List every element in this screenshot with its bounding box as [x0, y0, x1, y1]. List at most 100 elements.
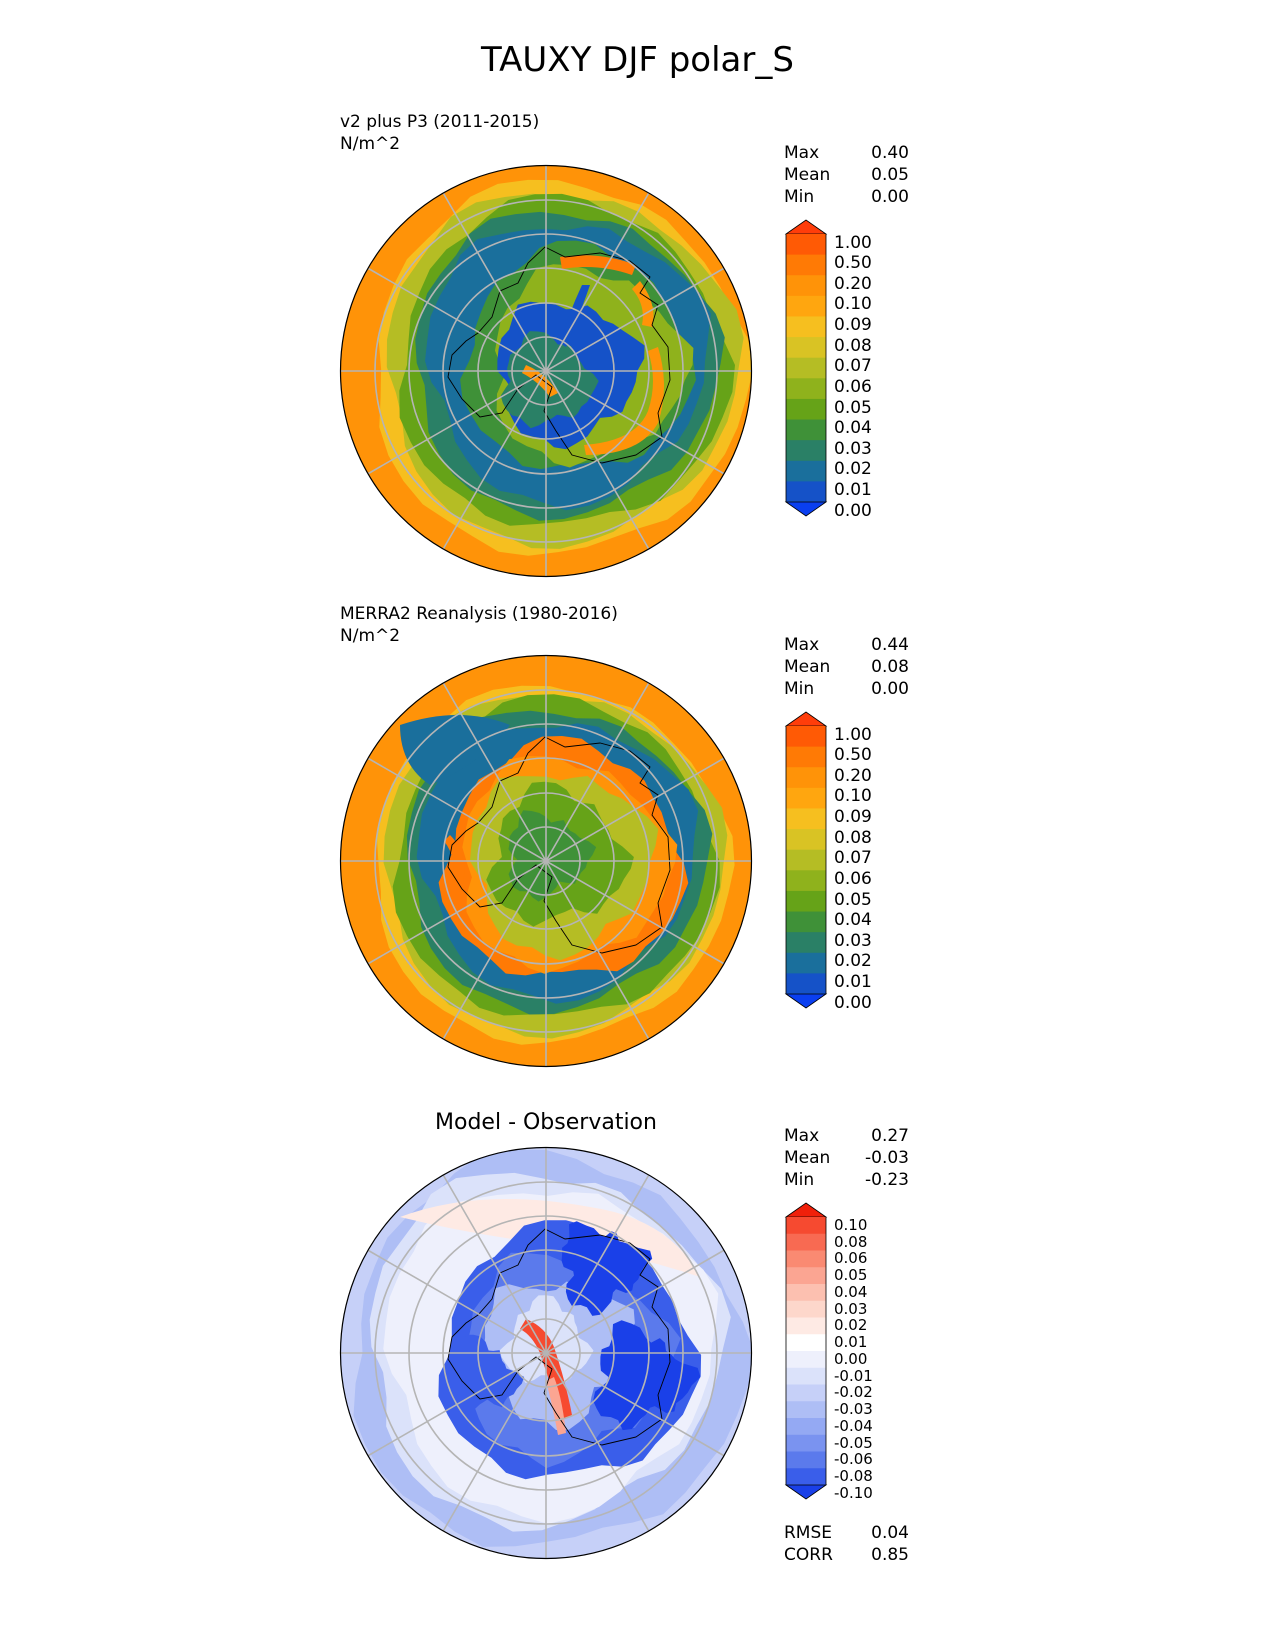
colorbar-band — [786, 849, 826, 871]
colorbar-tick-label: -0.10 — [834, 1483, 873, 1502]
stat-label: Mean — [784, 165, 831, 185]
polar-map-observation — [339, 654, 753, 1068]
colorbar-tick-label: 0.06 — [834, 376, 872, 397]
graticule — [340, 1147, 752, 1559]
colorbar-band — [786, 1334, 826, 1352]
colorbar-tick-label: 0.08 — [834, 1232, 868, 1251]
map-field — [340, 165, 752, 577]
colorbar-band — [786, 890, 826, 913]
rmse-label: RMSE — [784, 1523, 833, 1543]
colorbar-band — [786, 440, 826, 462]
colorbar-band — [786, 1401, 826, 1419]
colorbar-band — [786, 829, 826, 851]
colorbar-tick-label: 0.03 — [834, 930, 872, 951]
colorbar-band — [786, 357, 826, 379]
stat-label: Max — [784, 143, 820, 163]
stat-value: 0.08 — [871, 657, 909, 677]
panel-3-metrics: RMSE 0.04 CORR 0.85 — [784, 1522, 909, 1566]
colorbar-band — [786, 1384, 826, 1402]
coastline — [447, 1228, 671, 1446]
colorbar-extend-min — [784, 1484, 828, 1500]
stat-value: -0.03 — [865, 1148, 909, 1168]
colorbar-band — [786, 234, 826, 256]
colorbar-tick-label: 0.00 — [834, 1349, 868, 1368]
colorbar-extend-min — [784, 501, 828, 517]
colorbar-band — [786, 1217, 826, 1235]
polar-map-difference — [339, 1146, 753, 1560]
corr-value: 0.85 — [871, 1545, 909, 1565]
colorbar-tick-label: 0.05 — [834, 397, 872, 418]
colorbar-band — [786, 275, 826, 297]
colorbar-band — [786, 295, 826, 317]
colorbar-band — [786, 1468, 826, 1486]
colorbar-tick-label: 0.01 — [834, 972, 872, 992]
stat-label: Min — [784, 187, 815, 207]
colorbar-tick-label: 0.50 — [834, 253, 872, 274]
colorbar-extend-max — [784, 219, 828, 235]
colorbar-tick-label: 0.05 — [834, 1266, 868, 1284]
graticule — [340, 655, 752, 1067]
colorbar-tick-label: 0.10 — [834, 1215, 868, 1234]
stat-value: 0.27 — [871, 1126, 909, 1146]
colorbar-band — [786, 746, 826, 768]
colorbar-tick-label: -0.05 — [834, 1433, 873, 1452]
meridian-line — [442, 682, 650, 1040]
colorbar-band — [786, 952, 826, 974]
graticule — [340, 165, 752, 577]
colorbar-band — [786, 254, 826, 276]
colorbar-tick-label: 0.20 — [834, 273, 872, 294]
panel-3-stats: Max 0.27 Mean -0.03 Min -0.23 — [784, 1125, 909, 1191]
colorbar-tick-label: -0.02 — [834, 1383, 873, 1402]
colorbar-tick-label: 0.09 — [834, 315, 872, 336]
colorbar-tick-label: 0.08 — [834, 827, 872, 848]
colorbar-band — [786, 1351, 826, 1369]
colorbar-tick-label: 0.01 — [834, 480, 872, 500]
colorbar-band — [786, 808, 826, 830]
colorbar-extend-max — [784, 1202, 828, 1218]
colorbar-tick-label: -0.08 — [834, 1467, 873, 1485]
map-field — [340, 655, 752, 1067]
stat-value: 0.44 — [871, 635, 909, 655]
stat-value: 0.40 — [871, 143, 909, 163]
colorbar-tick-label: 0.02 — [834, 951, 872, 972]
panel-3-title: Model - Observation — [435, 1110, 657, 1135]
colorbar-observation — [784, 711, 828, 1009]
colorbar-band — [786, 726, 826, 748]
map-field — [340, 1147, 752, 1559]
panel-1-stats: Max 0.40 Mean 0.05 Min 0.00 — [784, 142, 909, 208]
colorbar-tick-label: -0.01 — [834, 1366, 873, 1385]
rmse-value: 0.04 — [871, 1523, 909, 1543]
polar-map-model — [339, 164, 753, 578]
map-boundary — [339, 164, 753, 578]
colorbar-tick-label: 0.01 — [834, 1333, 868, 1351]
colorbar-tick-label: 0.08 — [834, 335, 872, 356]
colorbar-tick-label: -0.04 — [834, 1416, 873, 1435]
stat-value: 0.00 — [871, 679, 909, 699]
panel-1-title: v2 plus P3 (2011-2015) — [340, 112, 540, 132]
map-boundary — [339, 654, 753, 1068]
colorbar-band — [786, 1418, 826, 1436]
colorbar-band — [786, 1233, 826, 1251]
colorbar-band — [786, 870, 826, 892]
panel-2-title: MERRA2 Reanalysis (1980-2016) — [340, 604, 618, 624]
colorbar-tick-label: 0.03 — [834, 438, 872, 459]
colorbar-band — [786, 1284, 826, 1302]
colorbar-tick-label: 0.04 — [834, 418, 872, 439]
colorbar-tick-label: 0.00 — [834, 992, 872, 1013]
colorbar-extend-max — [784, 711, 828, 727]
colorbar-band — [786, 767, 826, 789]
colorbar-tick-label: 0.07 — [834, 356, 872, 377]
colorbar-difference — [784, 1202, 828, 1500]
stat-label: Min — [784, 679, 815, 699]
colorbar-tick-label: 0.04 — [834, 1282, 868, 1301]
colorbar-tick-label: 0.03 — [834, 1299, 868, 1318]
stat-label: Mean — [784, 657, 831, 677]
colorbar-band — [786, 787, 826, 809]
stat-label: Max — [784, 1126, 820, 1146]
stat-value: 0.05 — [871, 165, 909, 185]
colorbar-tick-label: 0.50 — [834, 745, 872, 766]
colorbar-band — [786, 378, 826, 400]
panel-2-units: N/m^2 — [340, 626, 401, 646]
colorbar-band — [786, 1317, 826, 1335]
colorbar-band — [786, 398, 826, 421]
